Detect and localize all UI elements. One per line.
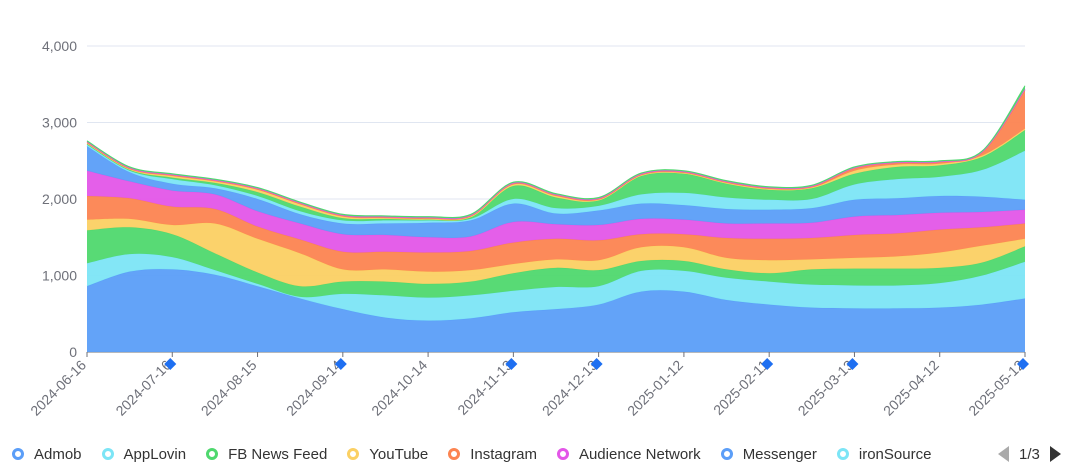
legend-label: Audience Network [578,445,701,463]
legend-marker-icon [720,448,733,460]
legend-marker-icon [448,448,461,460]
legend-item[interactable]: ironSource [836,445,932,463]
legend-item[interactable]: Admob [12,446,82,463]
x-tick-label: 2024-09-14 [283,357,345,419]
legend-marker-icon [101,448,114,460]
y-tick-label: 3,000 [42,115,77,131]
legend-label: Admob [34,445,82,463]
area-series-8[interactable] [87,144,1025,225]
x-tick-label: 2025-04-12 [880,357,942,419]
area-series-1[interactable] [87,269,1025,352]
x-tick-label: 2024-08-15 [198,357,260,419]
legend-item[interactable]: YouTube [347,446,428,463]
legend-marker-icon [556,448,569,460]
legend-page-indicator: 1/3 [1019,445,1040,463]
x-tick-label: 2025-03-13 [795,357,857,419]
legend-label: ironSource [858,445,932,463]
y-tick-label: 4,000 [42,38,77,54]
event-marker-icon[interactable] [334,358,347,370]
event-marker-icon[interactable] [761,358,774,370]
area-series-4[interactable] [87,218,1025,287]
x-tick-label: 2024-07-16 [112,357,174,419]
event-marker-icon[interactable] [164,358,177,370]
x-tick-label: 2024-11-13 [454,357,515,418]
legend-marker-icon [836,448,849,460]
x-tick-label: 2024-06-16 [27,357,89,419]
area-series-3[interactable] [87,227,1025,298]
legend-label: Instagram [470,445,537,463]
area-series-7[interactable] [87,146,1025,238]
legend-marker-icon [347,448,360,460]
area-series-6[interactable] [87,170,1025,253]
area-series-5[interactable] [87,195,1025,272]
legend-item[interactable]: Audience Network [556,445,701,463]
legend-next-arrow-icon[interactable] [1049,446,1061,462]
legend-item[interactable]: Instagram [448,446,537,463]
x-tick-label: 2025-02-11 [710,357,771,418]
legend-label: AppLovin [123,445,187,463]
x-tick-label: 2024-12-13 [539,357,601,419]
event-marker-icon[interactable] [1017,358,1029,370]
legend-pager: 1/3 [998,446,1061,463]
legend-item[interactable]: Messenger [720,445,817,463]
event-marker-icon[interactable] [505,358,518,370]
legend-marker-icon [206,448,219,460]
event-marker-icon[interactable] [846,358,859,370]
x-tick-label: 2025-05-12 [965,357,1027,419]
x-tick-label: 2024-10-14 [368,357,430,419]
y-tick-label: 2,000 [42,191,77,207]
area-line-series-13 [86,85,1026,219]
legend-label: YouTube [369,445,429,463]
y-tick-label: 0 [69,344,77,360]
legend-label: Messenger [742,445,817,463]
legend-item[interactable]: FB News Feed [206,446,327,463]
legend: Admob AppLovin FB News Feed YouTube Instagra… [12,441,1080,467]
area-series-9[interactable] [87,130,1025,222]
legend-prev-arrow-icon[interactable] [998,446,1009,462]
legend-items: Admob AppLovin FB News Feed YouTube Instagra… [12,446,990,463]
x-tick-label: 2025-01-12 [624,357,686,419]
legend-marker-icon [12,448,24,460]
event-marker-icon[interactable] [590,358,603,370]
legend-item[interactable]: AppLovin [101,445,187,463]
legend-label: FB News Feed [228,445,328,463]
y-tick-label: 1,000 [42,268,77,284]
